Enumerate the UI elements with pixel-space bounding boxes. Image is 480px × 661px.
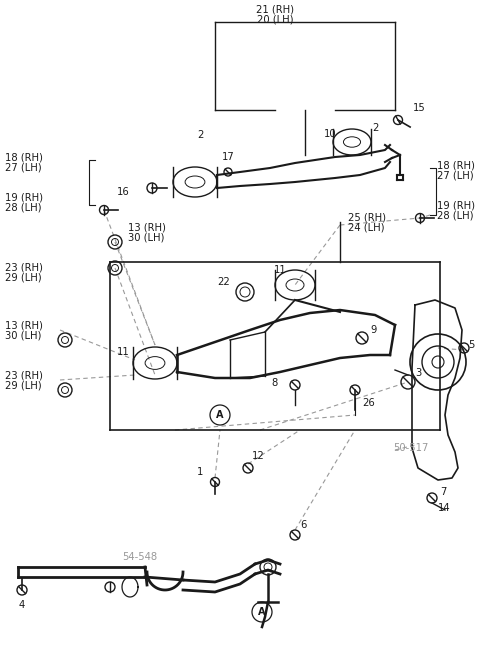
Text: 17: 17	[222, 152, 234, 162]
Text: 16: 16	[117, 187, 130, 197]
Text: 19 (RH): 19 (RH)	[5, 193, 43, 203]
Text: 13 (RH): 13 (RH)	[5, 320, 43, 330]
Text: 26: 26	[362, 398, 375, 408]
Text: 19 (RH): 19 (RH)	[437, 200, 475, 210]
Text: A: A	[216, 410, 224, 420]
Text: 14: 14	[438, 503, 451, 513]
Text: 3: 3	[415, 368, 421, 378]
Text: 22: 22	[217, 277, 230, 287]
Text: 23 (RH): 23 (RH)	[5, 370, 43, 380]
Text: 30 (LH): 30 (LH)	[5, 330, 41, 340]
Text: 29 (LH): 29 (LH)	[5, 273, 42, 283]
Text: 11: 11	[117, 347, 130, 357]
Text: 4: 4	[19, 600, 25, 610]
Text: 28 (LH): 28 (LH)	[5, 203, 41, 213]
Text: 13 (RH): 13 (RH)	[128, 223, 166, 233]
Text: 21 (RH): 21 (RH)	[256, 5, 294, 15]
Text: 50-517: 50-517	[393, 443, 428, 453]
Text: 15: 15	[413, 103, 426, 113]
Text: 5: 5	[468, 340, 474, 350]
Text: 7: 7	[440, 487, 446, 497]
Text: 30 (LH): 30 (LH)	[128, 233, 164, 243]
Text: 25 (RH): 25 (RH)	[348, 213, 386, 223]
Text: 27 (LH): 27 (LH)	[437, 170, 474, 180]
Text: 6: 6	[300, 520, 306, 530]
Text: 20 (LH): 20 (LH)	[257, 15, 293, 25]
Text: 27 (LH): 27 (LH)	[5, 163, 42, 173]
Text: 18 (RH): 18 (RH)	[437, 160, 475, 170]
Text: 9: 9	[370, 325, 376, 335]
Text: A: A	[258, 607, 266, 617]
Text: 29 (LH): 29 (LH)	[5, 380, 42, 390]
Text: 18 (RH): 18 (RH)	[5, 153, 43, 163]
Text: 2: 2	[197, 130, 203, 140]
Text: 12: 12	[252, 451, 265, 461]
Text: 23 (RH): 23 (RH)	[5, 263, 43, 273]
Text: 8: 8	[272, 378, 278, 388]
Text: 1: 1	[197, 467, 203, 477]
Text: 28 (LH): 28 (LH)	[437, 210, 473, 220]
Text: 2: 2	[372, 123, 378, 133]
Text: 10: 10	[324, 129, 336, 139]
Text: 54-548: 54-548	[122, 552, 157, 562]
Text: 24 (LH): 24 (LH)	[348, 223, 384, 233]
Text: 11: 11	[274, 265, 287, 275]
